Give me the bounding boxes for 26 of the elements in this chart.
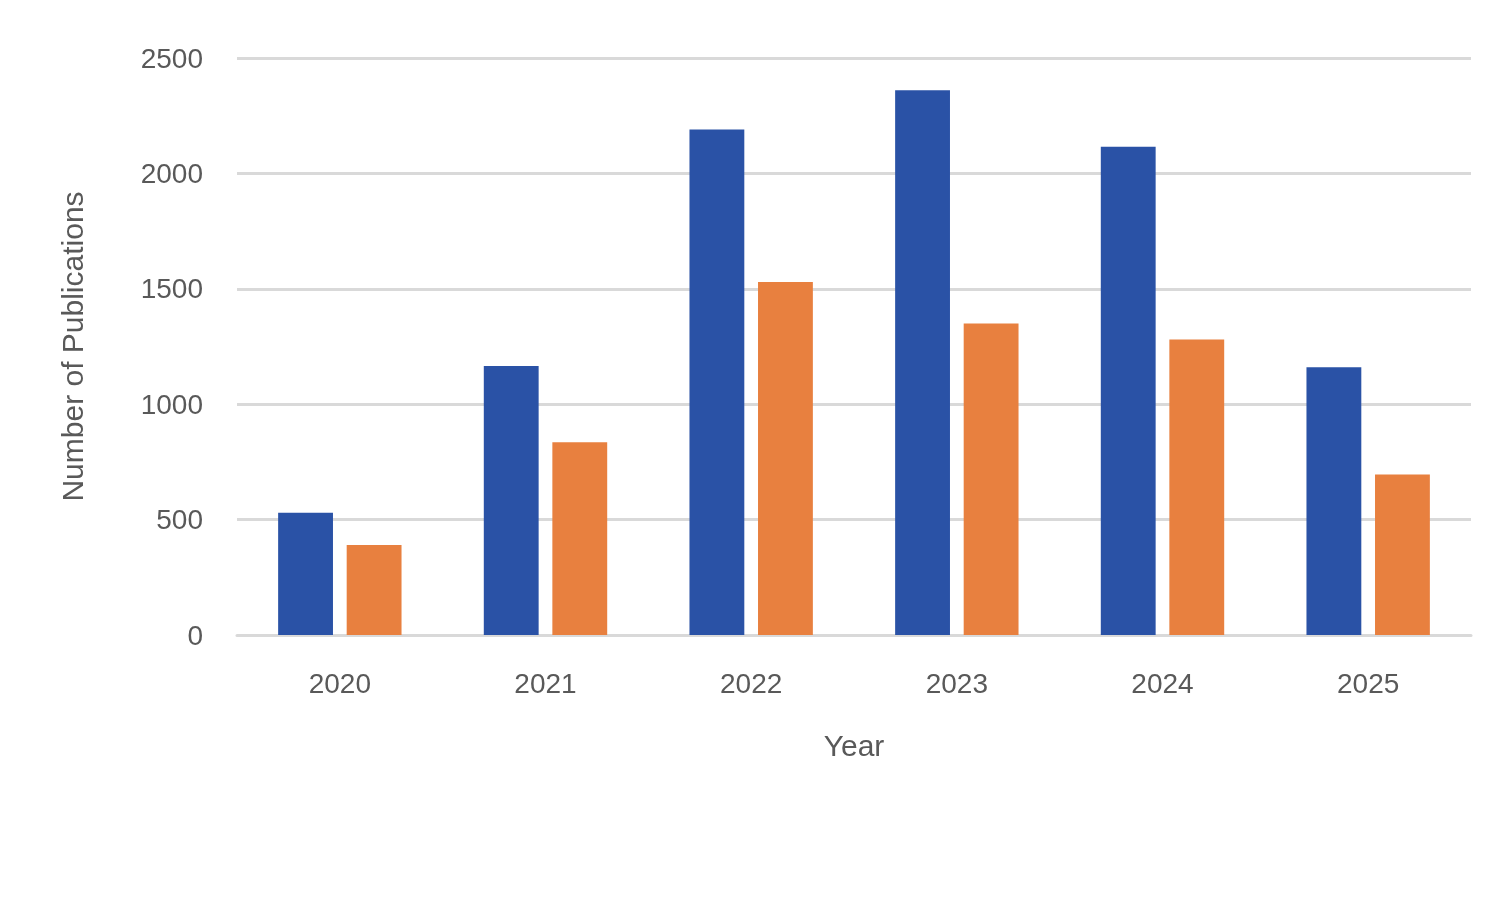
bar [1169,339,1225,635]
bar [552,442,608,635]
bar [483,366,539,635]
x-axis-title: Year [823,728,885,762]
y-tick-label: 2500 [140,42,203,74]
x-tick-label: 2025 [1337,667,1400,699]
bar [1100,146,1156,635]
x-tick-label: 2021 [514,667,577,699]
bar [278,512,333,635]
y-axis-title: Number of Publications [55,191,89,502]
y-tick-label: 1000 [140,388,203,420]
x-tick-label: 2022 [720,667,783,699]
x-tick-label: 2020 [308,667,371,699]
x-tick-label: 2024 [1131,667,1194,699]
y-tick-label: 2000 [140,157,203,189]
bar [689,129,745,635]
y-tick-label: 1500 [140,273,203,305]
x-tick-label: 2023 [925,667,988,699]
bar [895,90,950,635]
y-tick-label: 0 [187,619,203,651]
bar [963,323,1019,635]
bar [758,281,813,635]
bar [346,544,402,635]
y-tick-label: 500 [156,504,203,536]
bar [1375,474,1430,635]
bar [1306,367,1362,635]
